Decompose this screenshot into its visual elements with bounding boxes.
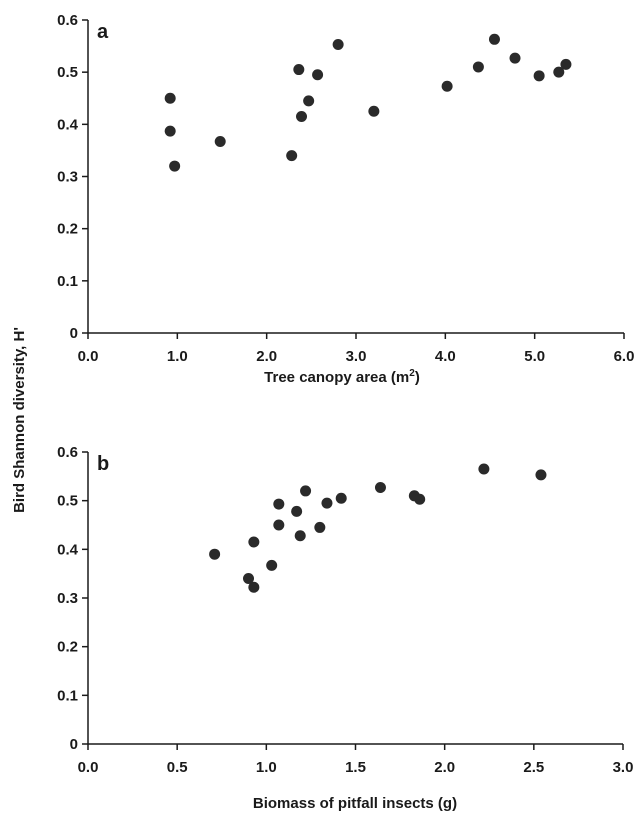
panel-a-data-point — [169, 160, 181, 172]
panel-a-y-tick-label: 0.2 — [57, 221, 78, 238]
panel-a-y-tick-label: 0.1 — [57, 273, 78, 290]
panel-a-data-point — [303, 95, 315, 107]
panel-b-y-tick-label: 0.1 — [57, 687, 78, 704]
panel-a-x-tick-label: 3.0 — [346, 348, 367, 365]
panel-b-data-point — [273, 519, 285, 531]
panel-a-x-tick-label: 6.0 — [614, 348, 634, 365]
panel-b-x-tick-label: 0.0 — [78, 759, 99, 776]
panel-b: b 0 0.1 0.2 0.3 0.4 0.5 0.6 0.0 0.5 1.0 1.5 2.0 2.5… — [57, 444, 633, 812]
panel-a: a 0 0.1 0.2 0.3 0.4 0.5 0.6 0.0 1.0 2.0 3.0 4.0 5.0… — [57, 12, 634, 386]
panel-a-data-point — [286, 150, 298, 162]
panel-a-data-point — [312, 69, 324, 81]
panel-b-x-tick-label: 2.5 — [523, 759, 544, 776]
panel-b-x-axis-label: Biomass of pitfall insects (g) — [253, 795, 457, 812]
panel-b-x-tick-label: 1.0 — [256, 759, 277, 776]
panel-a-data-point — [293, 64, 305, 76]
panel-b-data-point — [414, 493, 426, 505]
panel-b-y-tick-label: 0.5 — [57, 493, 78, 510]
panel-a-data-point — [509, 52, 521, 64]
panel-a-data-point — [214, 136, 226, 148]
panel-b-data-point — [314, 521, 326, 533]
panel-a-y-tick-label: 0.4 — [57, 116, 79, 133]
panel-a-data-point — [533, 70, 545, 82]
panel-a-label: a — [97, 21, 109, 43]
panel-a-y-tick-label: 0.3 — [57, 169, 78, 186]
panel-b-data-point — [478, 463, 490, 475]
panel-b-y-tick-label: 0.2 — [57, 639, 78, 656]
panel-a-y-tick-label: 0.5 — [57, 64, 78, 81]
panel-b-label: b — [97, 453, 109, 475]
panel-a-x-tick-label: 4.0 — [435, 348, 456, 365]
panel-b-x-tick-label: 2.0 — [434, 759, 455, 776]
panel-a-data-point — [164, 92, 176, 104]
panel-b-x-tick-label: 0.5 — [167, 759, 188, 776]
panel-a-y-tick-label: 0 — [70, 325, 78, 342]
panel-b-y-tick-label: 0.3 — [57, 590, 78, 607]
shared-y-axis-label: Bird Shannon diversity, H' — [11, 327, 28, 513]
panel-b-data-point — [266, 559, 278, 571]
panel-a-data-point — [441, 80, 453, 92]
panel-b-data-point — [374, 482, 386, 494]
panel-b-data-point — [335, 492, 347, 504]
panel-b-y-tick-label: 0 — [70, 736, 78, 753]
panel-b-x-tick-label: 1.5 — [345, 759, 366, 776]
panel-a-data-point — [296, 111, 308, 123]
panel-a-x-tick-label: 1.0 — [167, 348, 188, 365]
panel-b-data-point — [300, 485, 312, 497]
panel-b-data-point — [209, 548, 221, 560]
panel-a-data-point — [164, 125, 176, 137]
panel-b-data-point — [291, 505, 303, 517]
panel-a-data-point — [553, 66, 565, 78]
panel-a-data-point — [488, 33, 500, 45]
panel-a-data-point — [472, 61, 484, 73]
panel-b-data-point — [248, 581, 260, 593]
panel-b-data-point — [294, 530, 306, 542]
panel-b-y-tick-label: 0.6 — [57, 444, 78, 461]
panel-b-data-point — [535, 469, 547, 481]
panel-b-data-point — [243, 573, 254, 585]
panel-a-x-tick-label: 5.0 — [524, 348, 545, 365]
panel-a-x-tick-label: 0.0 — [78, 348, 99, 365]
panel-a-x-axis-label: Tree canopy area (m2) — [264, 368, 420, 386]
panel-b-data-point — [248, 536, 260, 548]
panel-a-x-tick-label: 2.0 — [256, 348, 277, 365]
panel-b-data-point — [273, 498, 285, 510]
panel-a-data-point — [368, 105, 380, 117]
panel-a-y-tick-label: 0.6 — [57, 12, 78, 29]
panel-a-data-point — [332, 39, 344, 51]
panel-a-data-point — [560, 58, 572, 70]
panel-b-y-tick-label: 0.4 — [57, 541, 79, 558]
panel-b-x-tick-label: 3.0 — [613, 759, 634, 776]
panel-b-data-point — [321, 497, 333, 509]
